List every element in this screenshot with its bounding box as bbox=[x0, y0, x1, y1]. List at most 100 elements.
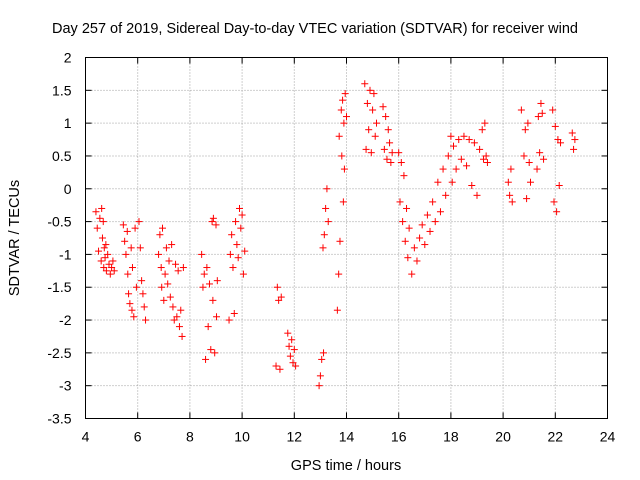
data-point bbox=[97, 257, 105, 265]
data-point bbox=[557, 139, 565, 147]
data-point bbox=[202, 355, 210, 363]
data-point bbox=[404, 254, 412, 262]
data-point bbox=[233, 241, 241, 249]
data-point bbox=[160, 296, 168, 304]
data-point bbox=[96, 214, 104, 222]
data-point bbox=[399, 218, 407, 226]
data-point bbox=[135, 218, 143, 226]
data-point bbox=[340, 165, 348, 173]
x-tick-label: 18 bbox=[443, 429, 459, 445]
data-point bbox=[209, 214, 217, 222]
data-point bbox=[367, 149, 375, 157]
data-point bbox=[142, 316, 150, 324]
data-point bbox=[99, 218, 107, 226]
data-point bbox=[335, 270, 343, 278]
data-point bbox=[343, 113, 350, 121]
y-tick-label: 0 bbox=[64, 181, 72, 197]
data-point bbox=[482, 152, 490, 160]
data-point bbox=[119, 221, 127, 229]
data-point bbox=[444, 152, 452, 160]
data-point bbox=[168, 241, 176, 249]
data-point bbox=[200, 270, 208, 278]
data-point bbox=[199, 283, 207, 291]
chart-title: Day 257 of 2019, Sidereal Day-to-day VTE… bbox=[52, 21, 578, 37]
y-tick-label: 1.5 bbox=[52, 82, 72, 98]
x-tick-label: 6 bbox=[134, 429, 142, 445]
data-point bbox=[525, 159, 533, 167]
data-point bbox=[429, 198, 437, 206]
data-point bbox=[361, 80, 369, 88]
data-point bbox=[165, 257, 173, 265]
data-point bbox=[448, 178, 456, 186]
data-point bbox=[284, 329, 292, 337]
data-point bbox=[470, 139, 478, 147]
data-point bbox=[241, 247, 249, 255]
y-tick-labels: 2 1.5 1 0.5 0 -0.5 -1 -1.5 -2 -2.5 -3 -3.5 bbox=[47, 50, 71, 427]
data-point bbox=[527, 178, 535, 186]
data-point bbox=[106, 270, 114, 278]
data-point bbox=[124, 270, 132, 278]
data-point bbox=[504, 178, 512, 186]
data-point bbox=[322, 204, 330, 212]
data-point bbox=[161, 270, 169, 278]
data-point bbox=[164, 280, 172, 288]
data-point bbox=[383, 155, 391, 163]
data-point bbox=[126, 300, 134, 308]
axis-ticks bbox=[85, 57, 608, 419]
data-point bbox=[551, 122, 559, 130]
data-point bbox=[229, 264, 237, 272]
data-point bbox=[386, 139, 394, 147]
data-point bbox=[121, 237, 129, 245]
data-point bbox=[179, 264, 187, 272]
data-point bbox=[226, 250, 234, 258]
data-point bbox=[363, 99, 371, 107]
data-point bbox=[338, 152, 346, 160]
data-point bbox=[380, 145, 388, 153]
data-point bbox=[339, 198, 347, 206]
data-point bbox=[204, 323, 212, 331]
data-point bbox=[335, 132, 343, 140]
data-point bbox=[523, 195, 531, 203]
data-point bbox=[570, 145, 578, 153]
data-point bbox=[131, 224, 139, 232]
data-point bbox=[460, 132, 468, 140]
y-axis-label: SDTVAR / TECUs bbox=[7, 180, 23, 296]
y-tick-label: -1.5 bbox=[47, 279, 71, 295]
data-point bbox=[339, 96, 347, 104]
data-point bbox=[369, 106, 377, 114]
data-point bbox=[447, 132, 455, 140]
data-point bbox=[98, 234, 106, 242]
data-point bbox=[388, 149, 396, 157]
data-point bbox=[139, 290, 147, 298]
y-tick-label: 1 bbox=[64, 115, 72, 131]
data-point bbox=[337, 106, 345, 114]
data-point bbox=[506, 191, 514, 199]
data-point bbox=[553, 208, 561, 216]
data-point bbox=[371, 132, 379, 140]
data-point bbox=[320, 349, 328, 357]
data-point bbox=[387, 159, 395, 167]
data-point bbox=[549, 106, 557, 114]
data-point bbox=[177, 306, 185, 314]
x-tick-label: 10 bbox=[234, 429, 250, 445]
data-point bbox=[436, 208, 444, 216]
data-point bbox=[174, 267, 182, 275]
data-point bbox=[423, 211, 431, 219]
data-point bbox=[465, 136, 473, 144]
data-point bbox=[555, 181, 563, 189]
data-point bbox=[235, 204, 243, 212]
data-point bbox=[401, 237, 409, 245]
data-point bbox=[239, 270, 247, 278]
data-point bbox=[158, 283, 166, 291]
data-point bbox=[292, 362, 300, 370]
data-point bbox=[397, 159, 405, 167]
data-point bbox=[213, 313, 221, 321]
data-point bbox=[481, 119, 489, 127]
y-tick-label: 2 bbox=[64, 50, 72, 66]
data-point bbox=[102, 267, 110, 275]
data-point bbox=[95, 247, 103, 255]
x-tick-label: 12 bbox=[287, 429, 303, 445]
data-point bbox=[416, 234, 424, 242]
data-point bbox=[319, 244, 327, 252]
data-point bbox=[421, 241, 429, 249]
